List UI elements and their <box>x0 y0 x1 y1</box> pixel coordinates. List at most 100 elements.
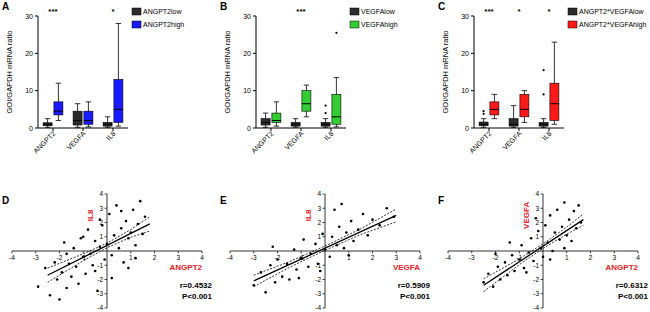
y-tick <box>253 128 256 129</box>
panel-letter: A <box>2 1 9 12</box>
panel-letter: C <box>438 1 445 12</box>
box <box>539 122 548 126</box>
whisker-cap <box>522 90 527 91</box>
y-tick-label: 2 <box>535 219 539 226</box>
point <box>70 275 73 278</box>
y-tick-label: 30 <box>25 13 33 20</box>
box <box>291 122 300 126</box>
x-axis-title: ANGPT2 <box>170 263 203 272</box>
whisker-cap <box>552 124 557 125</box>
y-axis-title: GOI/GAPDH mRNA ratio <box>441 31 450 114</box>
point <box>565 234 568 237</box>
point <box>302 238 305 241</box>
x-tick <box>549 128 550 131</box>
y-tick-label: 4 <box>317 190 321 197</box>
legend-label: VEGFAhigh <box>361 21 398 29</box>
y-tick <box>105 222 108 223</box>
whisker-cap <box>56 120 61 121</box>
median <box>321 124 330 125</box>
whisker-cap <box>263 127 268 128</box>
x-tick-label: 1 <box>129 254 133 261</box>
whisker-cap <box>105 116 110 117</box>
category-label: IL8 <box>541 130 553 142</box>
marks <box>479 42 559 127</box>
y-tick-label: 1 <box>535 233 539 240</box>
point <box>91 264 94 267</box>
point <box>134 244 137 247</box>
point <box>82 235 85 238</box>
legend-swatch <box>350 8 359 15</box>
point <box>314 243 317 246</box>
scatter-panel: D-4-3-2-11234-4-3-2-11234ANGPT2IL8r=0.45… <box>2 190 213 311</box>
category-label: ANGPT2 <box>468 130 493 155</box>
median <box>302 103 311 104</box>
x-tick <box>489 128 490 131</box>
y-tick <box>35 128 38 129</box>
y-tick <box>541 222 544 223</box>
point <box>37 285 40 288</box>
x-tick <box>519 128 520 131</box>
median <box>332 116 341 117</box>
category-label: VEGFA <box>65 130 87 152</box>
y-tick <box>541 208 544 209</box>
point <box>378 224 381 227</box>
y-tick-label: -2 <box>315 276 321 283</box>
median <box>490 109 499 110</box>
whisker-cap <box>75 127 80 128</box>
outlier <box>325 105 327 107</box>
x-axis-title: VEGFA <box>393 263 420 272</box>
median <box>520 109 529 110</box>
whisker-cap <box>105 127 110 128</box>
point <box>554 231 557 234</box>
y-tick-label: 20 <box>461 50 469 57</box>
legend-label: ANGPT2high <box>143 21 184 29</box>
significance: *** <box>296 7 306 16</box>
y-tick-label: -4 <box>533 304 539 311</box>
y-tick-label: 10 <box>461 87 469 94</box>
legend-label: ANGPT2*VEGFAlow <box>579 8 645 15</box>
point <box>264 291 267 294</box>
median <box>261 122 270 123</box>
point <box>362 213 365 216</box>
y-axis-title: IL8 <box>304 209 313 221</box>
point <box>345 231 348 234</box>
y-tick <box>105 265 108 266</box>
x-tick-label: 4 <box>418 254 422 261</box>
point <box>99 218 102 221</box>
x-tick <box>53 128 54 131</box>
y-tick <box>323 222 326 223</box>
box <box>479 122 488 126</box>
point <box>343 247 346 250</box>
y-tick <box>541 308 544 309</box>
x-tick-label: -3 <box>33 254 39 261</box>
point <box>568 218 571 221</box>
marks <box>252 203 396 294</box>
y-tick-label: -1 <box>97 262 103 269</box>
box <box>73 111 82 125</box>
y-axis-title: VEGFA <box>522 202 531 229</box>
y-tick-label: 0 <box>247 125 251 132</box>
significance: *** <box>484 7 494 16</box>
y-tick-label: -1 <box>315 262 321 269</box>
y-axis <box>256 16 257 128</box>
y-tick-label: 20 <box>243 50 251 57</box>
x-tick-label: -4 <box>445 254 451 261</box>
median <box>114 109 123 110</box>
box <box>302 91 311 112</box>
point <box>77 282 80 285</box>
point <box>87 228 90 231</box>
category-label: VEGFA <box>501 130 523 152</box>
box-panel: BGOI/GAPDH mRNA ratio0102030ANGPT2VEGFAI… <box>220 1 398 155</box>
box <box>43 123 52 126</box>
point <box>340 203 343 206</box>
point <box>118 247 121 250</box>
median <box>272 120 281 121</box>
point <box>65 287 68 290</box>
marks <box>37 200 150 301</box>
ci-upper <box>48 217 150 268</box>
y-axis-title: GOI/GAPDH mRNA ratio <box>5 31 14 114</box>
point <box>492 285 495 288</box>
point <box>350 220 353 223</box>
x-tick-label: -3 <box>469 254 475 261</box>
whisker-cap <box>86 126 91 127</box>
